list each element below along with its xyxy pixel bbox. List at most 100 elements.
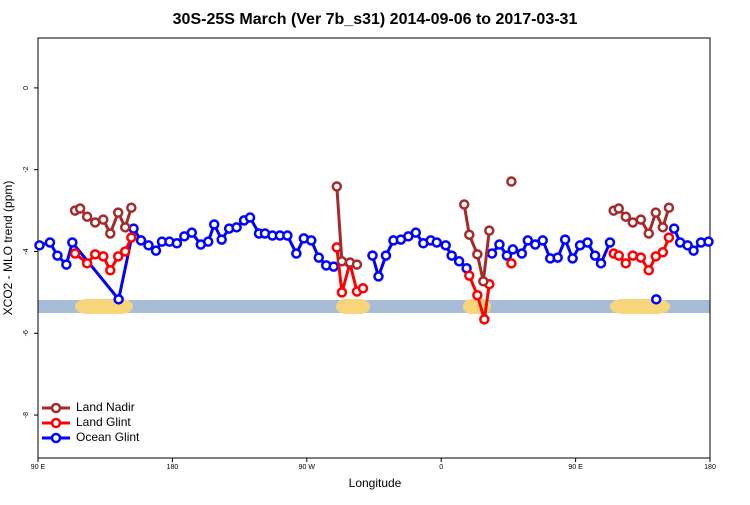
data-point [98,214,109,225]
data-point [231,222,242,233]
x-tick-label: 180 [704,464,716,471]
chart-title: 30S-25S March (Ver 7b_s31) 2014-09-06 to… [173,11,578,28]
data-point [595,258,607,269]
land-strip [75,299,133,314]
x-tick-label: 90 E [568,464,583,471]
data-point [478,276,489,287]
data-point [494,239,505,250]
data-point [650,294,662,305]
data-point [202,236,214,247]
data-point [552,252,563,263]
data-point [351,259,363,270]
data-point [627,250,639,261]
data-point [613,250,625,261]
data-point [135,235,147,246]
data-point [663,202,675,213]
data-point [126,232,137,243]
data-point [410,227,422,238]
legend-marker [50,417,62,429]
data-point [643,265,655,276]
data-point [472,249,483,260]
data-point [635,214,647,225]
data-point [567,253,578,264]
legend-marker [50,402,62,414]
data-point [559,234,571,245]
data-point [112,251,124,262]
legend-label: Land Glint [76,415,131,429]
data-point [186,227,198,238]
data-point [650,207,662,218]
data-point [380,250,392,261]
x-tick-label: 0 [439,464,443,471]
data-point [128,223,139,234]
data-point [113,294,124,305]
data-point [336,256,348,267]
series-line [39,215,334,303]
x-axis-label: Longitude [349,476,402,490]
data-point [537,235,548,246]
data-point [620,211,632,222]
data-point [98,251,109,262]
data-point [81,211,93,222]
data-point [313,252,324,263]
data-point [620,258,632,269]
data-point [506,176,517,187]
map-strip [38,299,710,314]
land-strip [336,299,370,314]
data-point [446,250,457,261]
data-point [516,248,528,259]
legend-label: Ocean Glint [76,430,140,444]
data-point [479,314,490,325]
data-point [657,222,669,233]
data-point [464,229,475,240]
data-point [44,237,56,248]
data-point [143,240,154,251]
data-point [52,250,63,261]
data-point [458,199,470,210]
x-tick-label: 90 W [299,464,316,471]
y-tick-label: 0 [23,86,30,90]
data-point [119,222,131,233]
data-point [663,232,675,243]
data-point [216,234,227,245]
legend-marker [50,432,62,444]
data-point [89,217,101,228]
y-tick-label: -4 [23,248,30,254]
x-tick-label: 180 [167,464,179,471]
data-point [126,202,137,213]
data-point [506,258,517,269]
data-point [486,248,498,259]
data-point [507,244,519,255]
data-point [522,235,534,246]
data-point [589,250,601,261]
data-point [453,256,465,267]
data-point [328,261,339,272]
data-point [357,283,369,294]
y-tick-label: -8 [23,412,30,418]
data-point [291,248,302,259]
data-point [484,225,495,236]
data-point [306,235,317,246]
data-point [431,237,442,248]
data-point [336,287,348,298]
data-point [61,259,72,270]
data-point [171,238,183,249]
series-line [335,186,358,267]
data-point [150,245,162,256]
data-point [74,203,86,214]
data-point [244,212,256,223]
data-point [635,252,647,263]
data-point [530,239,541,250]
data-point [112,207,124,218]
data-point [668,223,680,234]
y-tick-label: -2 [23,166,30,172]
data-point [604,237,616,248]
data-point [105,265,116,276]
data-point [67,237,78,248]
data-point [627,217,639,228]
data-point [208,219,220,230]
data-point [440,240,451,251]
y-tick-label: -6 [23,330,30,336]
data-point [119,246,131,257]
legend-label: Land Nadir [76,400,135,414]
